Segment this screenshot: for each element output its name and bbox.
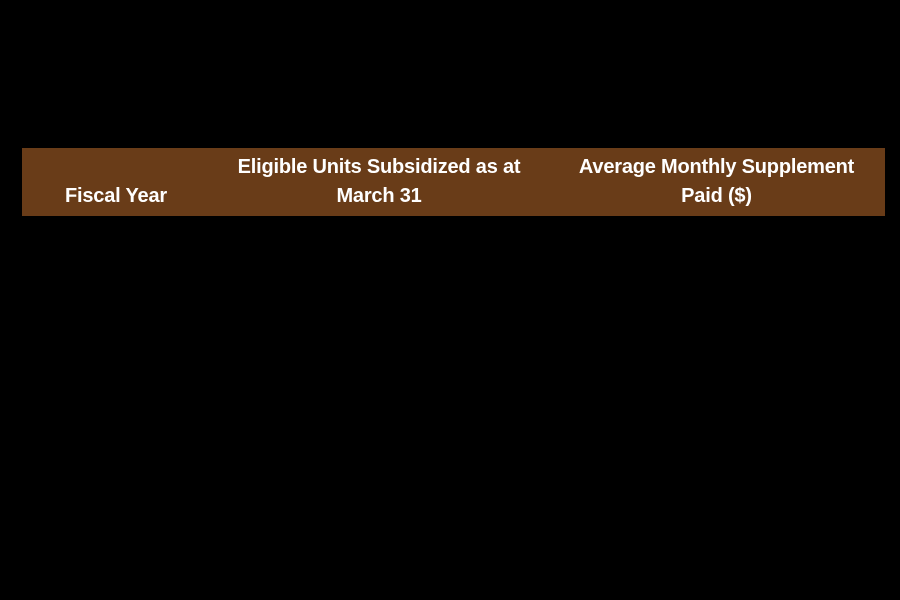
header-label-eligible-units-line2: March 31 (336, 185, 422, 207)
header-label-avg-supplement-line1: Average Monthly Supplement (578, 156, 855, 178)
header-cell-eligible-units: Eligible Units Subsidized as at March 31 (210, 153, 548, 211)
header-label-avg-supplement-line2: Paid ($) (681, 185, 752, 207)
header-label-eligible-units-line1: Eligible Units Subsidized as at (237, 156, 521, 178)
table-header-row: Fiscal Year Eligible Units Subsidized as… (22, 148, 885, 216)
header-cell-avg-monthly-supplement: Average Monthly Supplement Paid ($) (548, 153, 885, 211)
header-label-fiscal-year: Fiscal Year (65, 185, 167, 207)
header-cell-fiscal-year: Fiscal Year (22, 182, 210, 211)
